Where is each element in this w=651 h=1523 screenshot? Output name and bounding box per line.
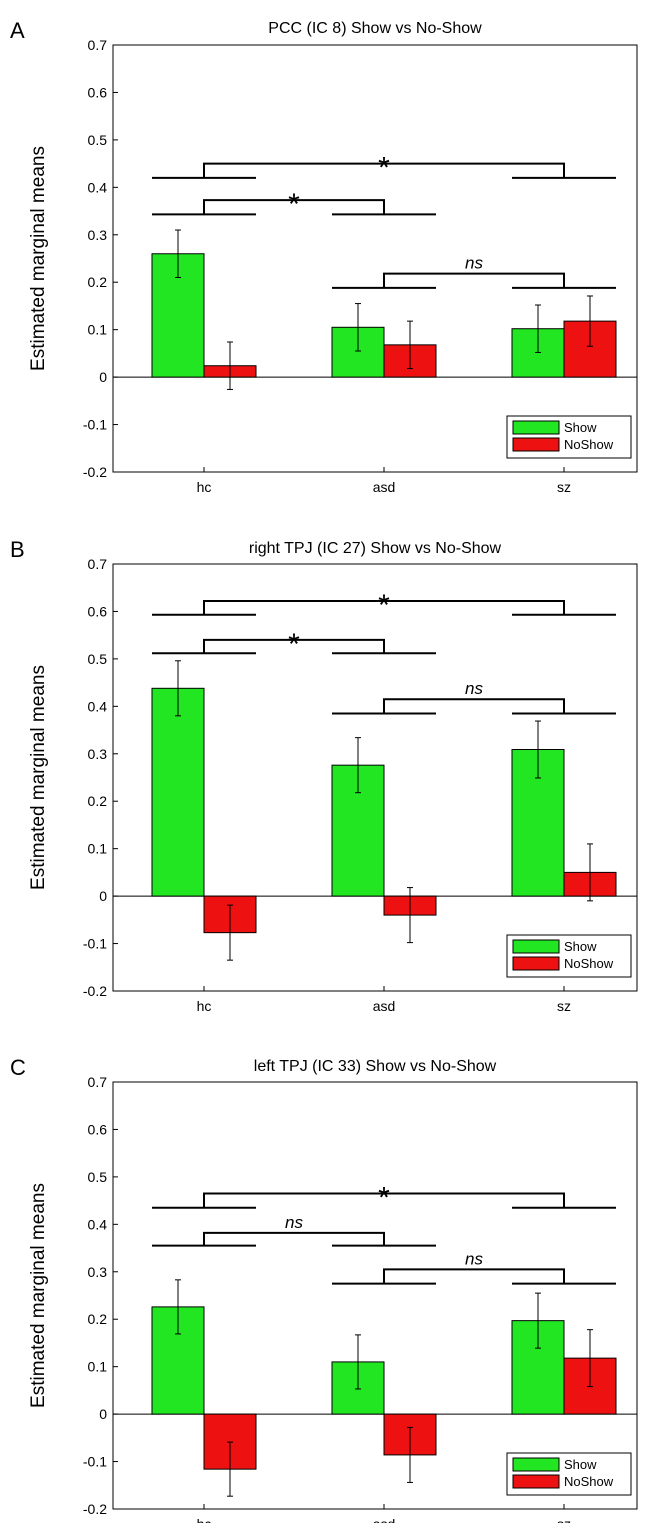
y-tick-label: -0.2: [83, 1501, 107, 1517]
significance-label: *: [288, 188, 300, 221]
y-tick-label: 0.6: [88, 84, 108, 100]
legend-label-noshow: NoShow: [564, 437, 614, 452]
y-tick-label: -0.1: [83, 417, 107, 433]
comparison-hc-asd: *: [152, 628, 436, 661]
y-axis-label: Estimated marginal means: [28, 1183, 49, 1408]
y-tick-label: 0.5: [88, 651, 108, 667]
y-tick-label: 0.4: [88, 179, 108, 195]
x-tick-label-sz: sz: [557, 1516, 571, 1523]
x-tick-label-asd: asd: [373, 998, 396, 1014]
comparison-asd-sz: ns: [332, 1249, 616, 1285]
significance-label: *: [378, 589, 390, 622]
y-tick-label: 0.2: [88, 274, 108, 290]
significance-label: ns: [285, 1213, 303, 1232]
chart-title: PCC (IC 8) Show vs No-Show: [268, 20, 482, 37]
y-tick-label: 0.1: [88, 1359, 108, 1375]
significance-label: ns: [465, 254, 483, 273]
y-tick-label: 0.5: [88, 132, 108, 148]
y-tick-label: 0: [99, 888, 107, 904]
legend-label-show: Show: [564, 1457, 597, 1472]
comparison-hc-sz: *: [152, 152, 616, 185]
chart-title: right TPJ (IC 27) Show vs No-Show: [249, 540, 502, 557]
y-axis-label: Estimated marginal means: [28, 665, 49, 890]
y-tick-label: 0.7: [88, 37, 108, 53]
comparison-hc-sz: *: [152, 589, 616, 622]
bracket-bridge: [203, 1231, 385, 1246]
legend: Show NoShow: [506, 1452, 632, 1496]
y-tick-label: 0.2: [88, 793, 108, 809]
legend: Show NoShow: [506, 934, 632, 978]
x-tick-label-sz: sz: [557, 479, 571, 495]
significance-label: *: [378, 1181, 390, 1214]
significance-label: ns: [465, 1249, 483, 1268]
y-tick-label: 0.6: [88, 603, 108, 619]
x-tick-label-hc: hc: [197, 998, 212, 1014]
legend-swatch-noshow: [512, 1474, 560, 1489]
comparison-asd-sz: ns: [332, 254, 616, 289]
y-tick-label: 0.4: [88, 698, 108, 714]
legend-label-noshow: NoShow: [564, 1474, 614, 1489]
y-tick-label: 0.1: [88, 841, 108, 857]
y-tick-label: 0.4: [88, 1216, 108, 1232]
y-tick-label: -0.2: [83, 464, 107, 480]
y-tick-label: -0.1: [83, 1454, 107, 1470]
y-tick-label: 0.5: [88, 1169, 108, 1185]
comparison-asd-sz: ns: [332, 679, 616, 715]
bar-show-hc: [151, 687, 205, 897]
y-tick-label: 0.2: [88, 1311, 108, 1327]
panel-letter: C: [10, 1055, 26, 1080]
chart-title: left TPJ (IC 33) Show vs No-Show: [254, 1058, 497, 1075]
y-tick-label: 0.7: [88, 556, 108, 572]
y-tick-label: 0.7: [88, 1074, 108, 1090]
panel-letter: A: [10, 18, 25, 43]
plot-area-frame: [112, 44, 638, 473]
bracket-bridge: [203, 1192, 565, 1208]
legend-swatch-show: [512, 939, 560, 954]
bracket-bridge: [203, 199, 385, 215]
x-tick-label-hc: hc: [197, 1516, 212, 1523]
legend-swatch-show: [512, 1457, 560, 1472]
legend-label-show: Show: [564, 420, 597, 435]
significance-label: *: [288, 628, 300, 661]
bracket-bridge: [203, 600, 565, 615]
y-tick-label: 0.1: [88, 322, 108, 338]
y-tick-label: 0.3: [88, 227, 108, 243]
y-tick-label: 0.3: [88, 1264, 108, 1280]
significance-label: *: [378, 152, 390, 185]
y-tick-label: 0.3: [88, 746, 108, 762]
y-tick-label: 0.6: [88, 1121, 108, 1137]
plot-area-frame: [112, 1081, 638, 1510]
y-tick-label: -0.1: [83, 936, 107, 952]
x-tick-label-asd: asd: [373, 1516, 396, 1523]
y-tick-label: 0: [99, 369, 107, 385]
bracket-bridge: [203, 162, 565, 178]
x-tick-label-asd: asd: [373, 479, 396, 495]
legend-label-show: Show: [564, 939, 597, 954]
plot-area-frame: [112, 563, 638, 992]
significance-label: ns: [465, 679, 483, 698]
bracket-bridge: [203, 638, 385, 654]
comparison-hc-sz: *: [152, 1181, 616, 1214]
comparison-hc-asd: *: [152, 188, 436, 221]
chart-panel-1: A PCC (IC 8) Show vs No-Show -0.2 -0.1 0 0.1 0…: [10, 18, 638, 495]
x-tick-label-sz: sz: [557, 998, 571, 1014]
legend-swatch-noshow: [512, 437, 560, 452]
y-tick-label: 0: [99, 1406, 107, 1422]
legend-label-noshow: NoShow: [564, 956, 614, 971]
legend-swatch-noshow: [512, 956, 560, 971]
y-axis-label: Estimated marginal means: [28, 146, 49, 371]
bracket-bridge: [383, 272, 565, 288]
y-tick-label: -0.2: [83, 983, 107, 999]
legend-swatch-show: [512, 420, 560, 435]
x-tick-label-hc: hc: [197, 479, 212, 495]
bracket-bridge: [383, 1268, 565, 1284]
bracket-bridge: [383, 698, 565, 714]
legend: Show NoShow: [506, 415, 632, 459]
comparison-hc-asd: ns: [152, 1213, 436, 1247]
panel-letter: B: [10, 537, 25, 562]
